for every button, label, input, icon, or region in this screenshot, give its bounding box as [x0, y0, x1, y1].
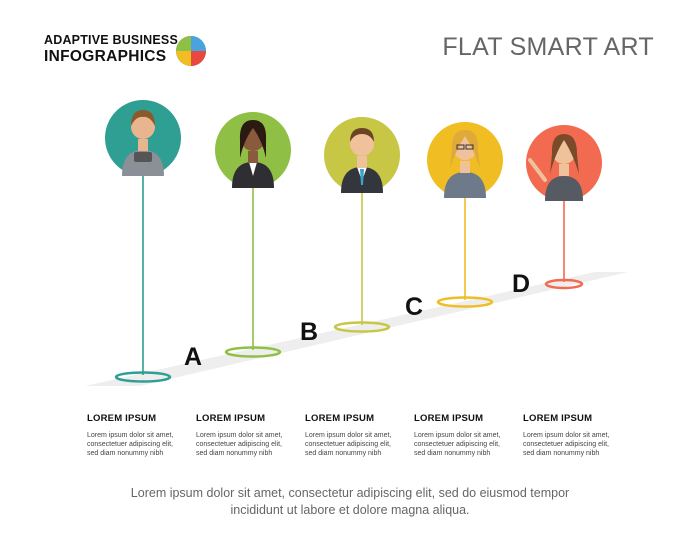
step-e-label: LOREM IPSUM Lorem ipsum dolor sit amet, c… [523, 413, 633, 458]
step-a-person-avatar [122, 110, 164, 176]
step-d-description: Lorem ipsum dolor sit amet, consectetuer … [414, 432, 501, 457]
step-a-letter: A [184, 343, 202, 371]
step-b: B [215, 112, 318, 358]
pie-chart-icon [176, 36, 206, 66]
step-d-person-avatar [444, 130, 486, 198]
step-c-description: Lorem ipsum dolor sit amet, consectetuer … [305, 432, 392, 457]
step-b-letter: B [300, 318, 318, 346]
step-d-base-ring [436, 296, 494, 308]
logo: ADAPTIVE BUSINESS INFOGRAPHICS [44, 34, 178, 64]
step-d-letter: D [512, 270, 530, 298]
logo-line-2: INFOGRAPHICS [44, 47, 167, 65]
step-c-person-avatar [341, 128, 383, 193]
logo-line-1: ADAPTIVE BUSINESS [44, 33, 178, 47]
step-c: C [324, 117, 423, 333]
step-e-base-ring [544, 278, 584, 290]
step-d-heading: LOREM IPSUM [414, 413, 484, 424]
step-b-label: LOREM IPSUM Lorem ipsum dolor sit amet, c… [196, 413, 306, 458]
step-b-description: Lorem ipsum dolor sit amet, consectetuer … [196, 432, 283, 457]
step-a-label: LOREM IPSUM Lorem ipsum dolor sit amet, c… [87, 413, 197, 458]
timeline-road [85, 272, 628, 386]
step-c-heading: LOREM IPSUM [305, 413, 375, 424]
step-e-description: Lorem ipsum dolor sit amet, consectetuer … [523, 432, 610, 457]
step-e-person-avatar [528, 134, 583, 201]
step-c-label: LOREM IPSUM Lorem ipsum dolor sit amet, c… [305, 413, 415, 458]
step-b-person-avatar [232, 120, 274, 188]
step-c-letter: C [405, 293, 423, 321]
footer-text: Lorem ipsum dolor sit amet, consectetur … [0, 485, 700, 519]
step-a: A [105, 100, 202, 383]
step-b-heading: LOREM IPSUM [196, 413, 266, 424]
step-e-heading: LOREM IPSUM [523, 413, 593, 424]
footer-line-2: incididunt ut labore et dolore magna ali… [230, 502, 470, 517]
step-c-base-ring [333, 321, 391, 333]
step-a-base-ring [114, 371, 172, 383]
step-a-description: Lorem ipsum dolor sit amet, consectetuer … [87, 432, 174, 457]
footer-line-1: Lorem ipsum dolor sit amet, consectetur … [130, 486, 570, 500]
step-d-label: LOREM IPSUM Lorem ipsum dolor sit amet, c… [414, 413, 524, 458]
step-e [526, 125, 602, 290]
step-d: D [427, 122, 530, 308]
step-a-heading: LOREM IPSUM [87, 413, 157, 424]
page-title: FLAT SMART ART [442, 33, 654, 61]
step-b-base-ring [224, 346, 282, 358]
